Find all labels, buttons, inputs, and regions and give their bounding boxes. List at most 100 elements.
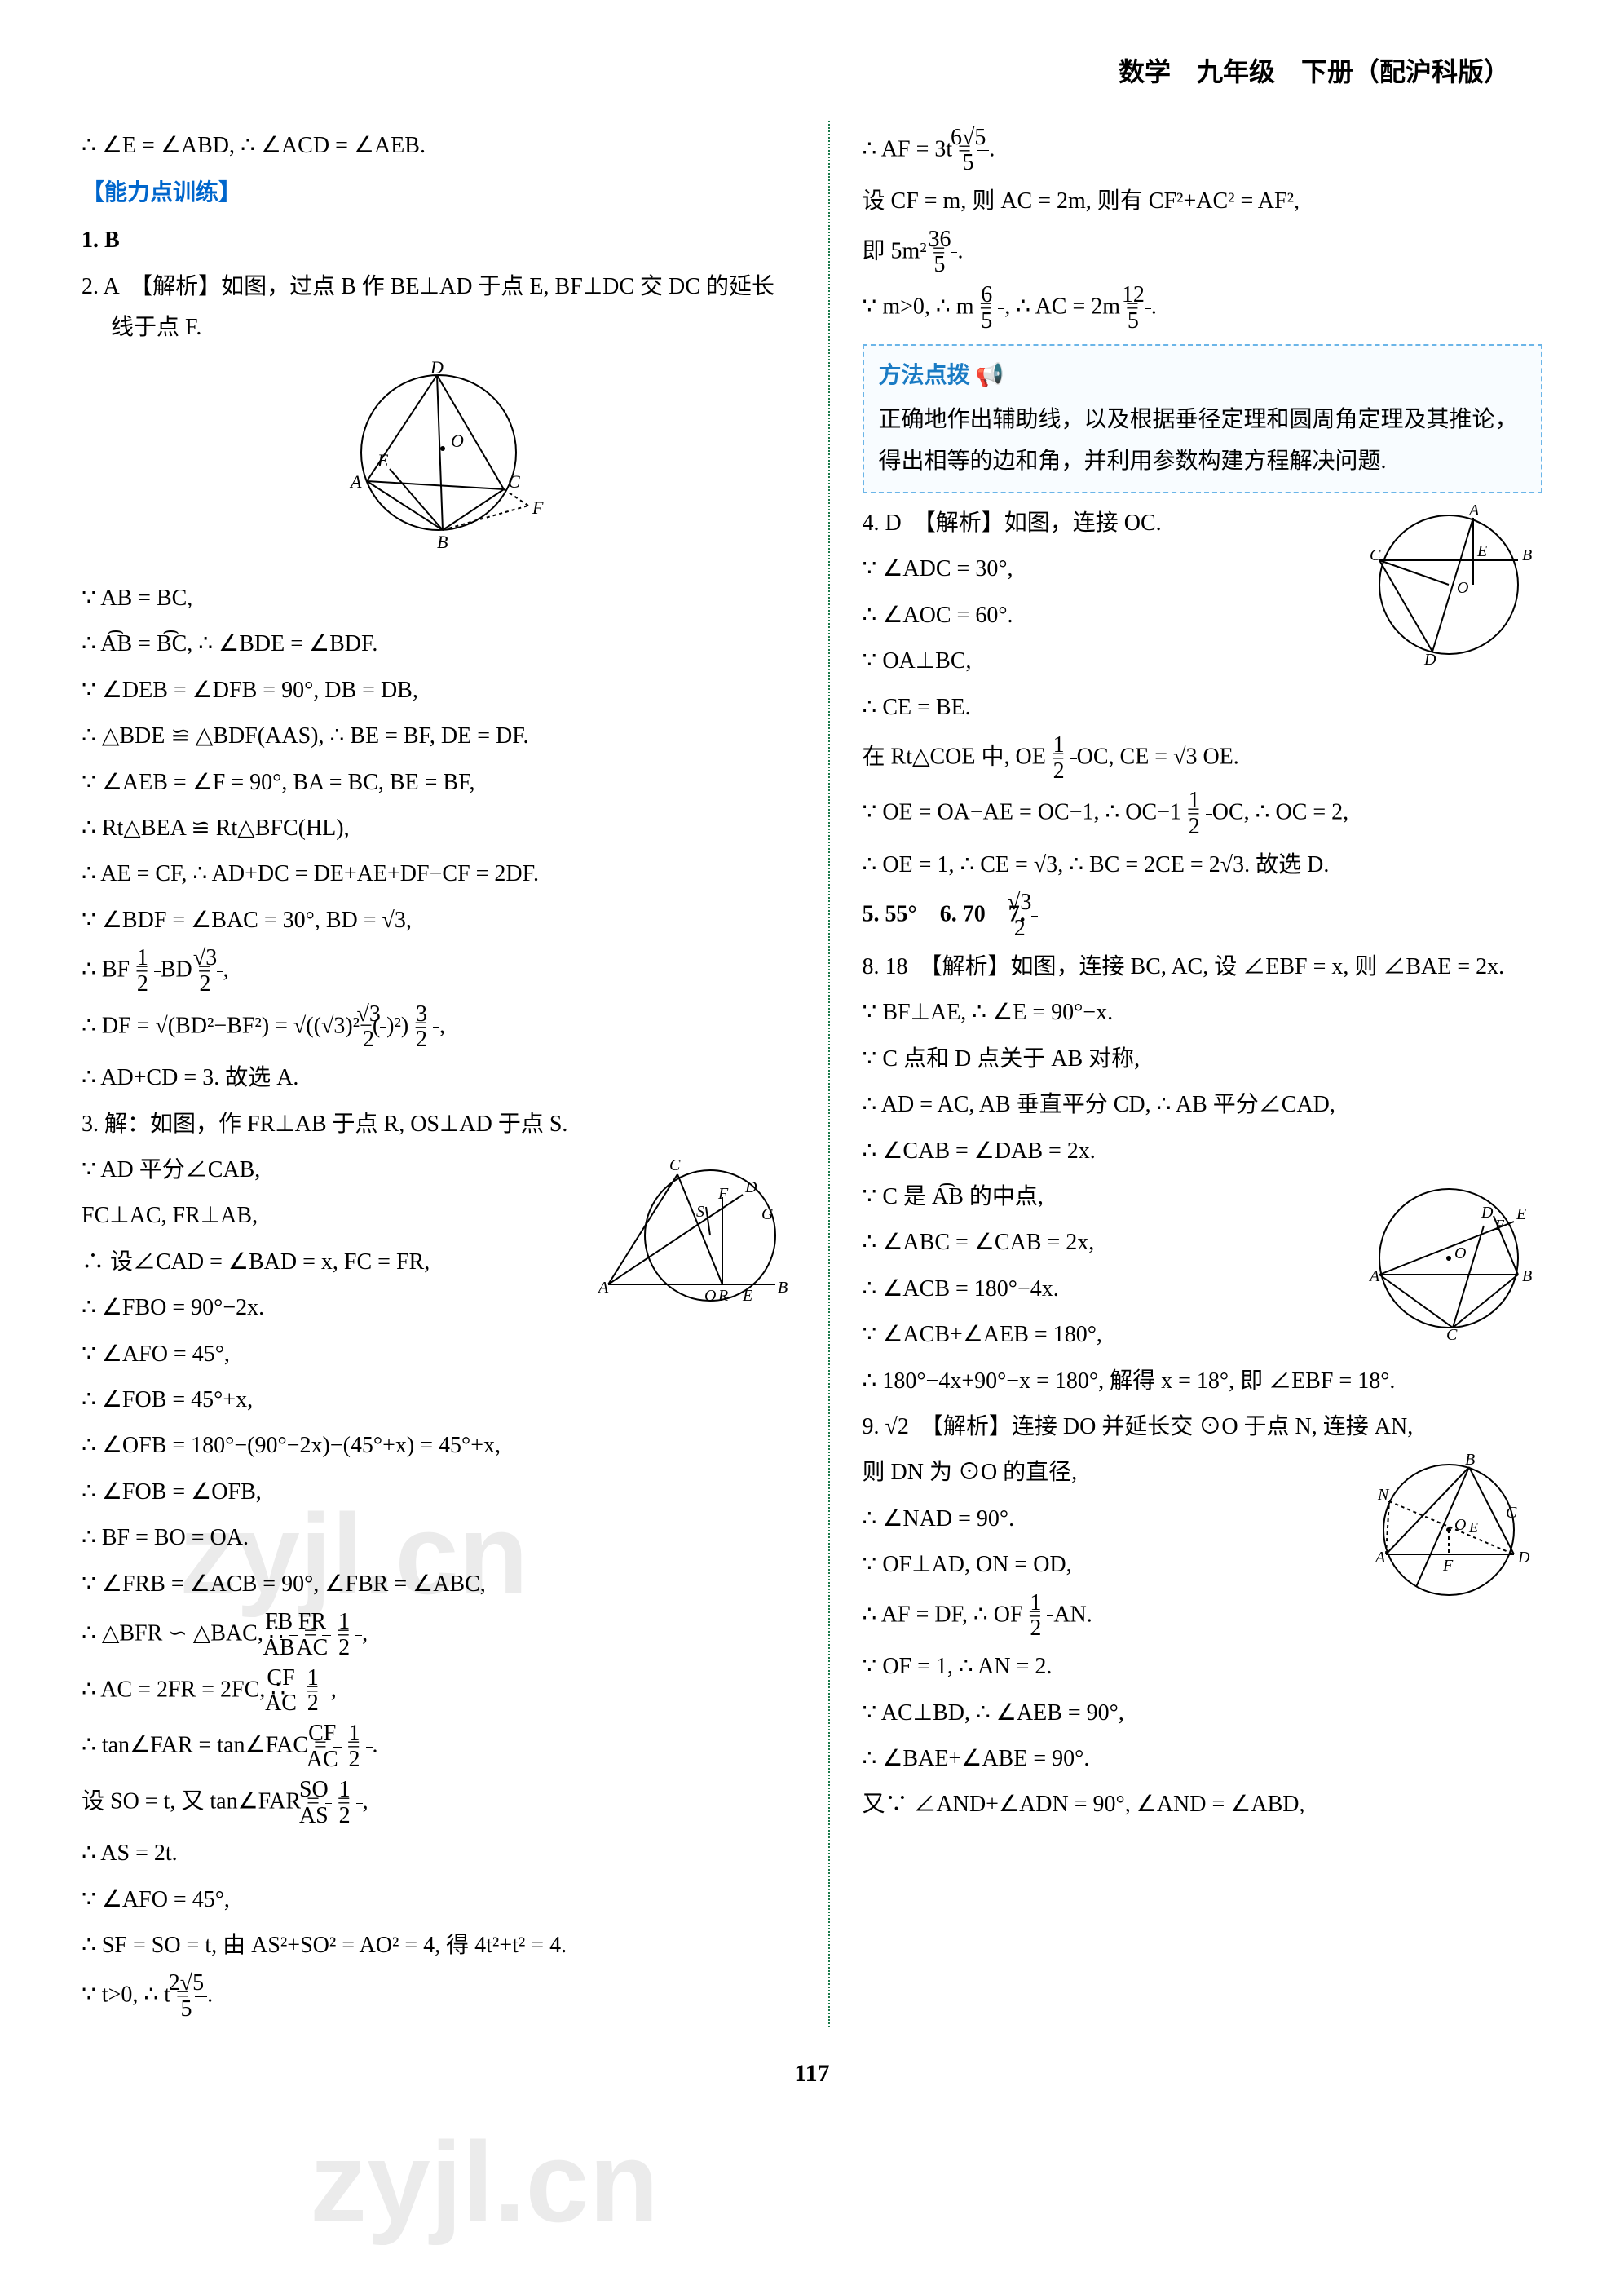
svg-text:G: G: [761, 1205, 774, 1223]
svg-text:A: A: [597, 1279, 609, 1297]
text-line: ∵ OE = OA−AE = OC−1, ∴ OC−1 = 12OC, ∴ OC…: [892, 789, 1542, 840]
text-line: ∴ AS = 2t.: [111, 1833, 796, 1874]
svg-text:B: B: [1522, 546, 1532, 564]
tip-title: 方法点拨 📢: [879, 356, 1526, 396]
svg-text:C: C: [1506, 1504, 1517, 1522]
text-line: ∵ ∠DEB = ∠DFB = 90°, DB = DB,: [111, 670, 796, 711]
text-line: ∴ △BDE ≌ △BDF(AAS), ∴ BE = BF, DE = DF.: [111, 716, 796, 757]
svg-text:E: E: [1468, 1519, 1478, 1536]
text-line: 设 CF = m, 则 AC = 2m, 则有 CF²+AC² = AF²,: [892, 181, 1542, 222]
svg-text:F: F: [532, 497, 544, 518]
content-columns: ∴ ∠E = ∠ABD, ∴ ∠ACD = ∠AEB. 【能力点训练】 1. B…: [82, 121, 1542, 2027]
text-line: ∵ AC⊥BD, ∴ ∠AEB = 90°,: [892, 1693, 1542, 1734]
answer-line: 3. 解：如图，作 FR⊥AB 于点 R, OS⊥AD 于点 S.: [111, 1104, 796, 1145]
figure-4: A B C D E F O: [1355, 1177, 1542, 1354]
svg-text:A: A: [349, 471, 362, 492]
answer-line: 1. B: [111, 220, 796, 261]
q-num: 1. B: [82, 228, 120, 253]
answer-line: 5. 55° 6. 70 7. √32: [892, 891, 1542, 942]
text-line: ∴ BF = BO = OA.: [111, 1518, 796, 1558]
text-line: ∴ Rt△BEA ≌ Rt△BFC(HL),: [111, 808, 796, 849]
svg-text:B: B: [778, 1279, 788, 1297]
text-line: ∴ tan∠FAR = tan∠FAC = CFAC = 12.: [111, 1721, 796, 1773]
text-line: ∵ t>0, ∴ t = 2√55.: [111, 1971, 796, 2022]
svg-text:D: D: [430, 359, 444, 378]
svg-text:C: C: [1370, 546, 1381, 564]
answer-line: 9. √2 【解析】连接 DO 并延长交 ⊙O 于点 N, 连接 AN,: [892, 1407, 1542, 1447]
text-line: ∴ △BFR ∽ △BAC, ∴ FBAB = FRAC = 12,: [111, 1610, 796, 1661]
figure-3: A C B E O D: [1355, 503, 1542, 680]
svg-text:C: C: [508, 471, 520, 492]
svg-text:R: R: [717, 1287, 728, 1305]
text-line: ∴ ∠FOB = 45°+x,: [111, 1380, 796, 1421]
svg-text:E: E: [1516, 1205, 1526, 1223]
text-line: 又∵ ∠AND+∠ADN = 90°, ∠AND = ∠ABD,: [892, 1784, 1542, 1825]
text-line: ∵ C 点和 D 点关于 AB 对称,: [892, 1039, 1542, 1080]
text-line: ∴ CE = BE.: [892, 687, 1542, 728]
text-line: ∴ AF = 3t = 6√55.: [892, 126, 1542, 177]
svg-text:O: O: [1454, 1516, 1466, 1534]
tip-body: 正确地作出辅助线，以及根据垂径定理和圆周角定理及其推论，得出相等的边和角，并利用…: [879, 400, 1526, 482]
text-line: ∴ ∠FOB = ∠OFB,: [111, 1472, 796, 1513]
text-line: ∴ BF = 12BD = √32,: [111, 946, 796, 997]
svg-text:F: F: [1442, 1557, 1454, 1575]
svg-text:E: E: [742, 1287, 752, 1305]
page-number: 117: [82, 2052, 1542, 2096]
svg-text:O: O: [704, 1287, 716, 1305]
text-line: 即 5m² = 365.: [892, 228, 1542, 279]
text-line: ∴ OE = 1, ∴ CE = √3, ∴ BC = 2CE = 2√3. 故…: [892, 845, 1542, 886]
tip-box: 方法点拨 📢 正确地作出辅助线，以及根据垂径定理和圆周角定理及其推论，得出相等的…: [863, 344, 1542, 493]
text-line: ∴ ∠OFB = 180°−(90°−2x)−(45°+x) = 45°+x,: [111, 1425, 796, 1466]
text-line: ∴ ∠E = ∠ABD, ∴ ∠ACD = ∠AEB.: [111, 126, 796, 166]
text-line: ∵ ∠AFO = 45°,: [111, 1334, 796, 1375]
svg-text:S: S: [696, 1203, 704, 1221]
figure-5: A B C D N O F E: [1355, 1452, 1542, 1621]
text-line: ∵ ∠AEB = ∠F = 90°, BA = BC, BE = BF,: [111, 762, 796, 803]
svg-text:F: F: [1494, 1217, 1505, 1233]
text-line: ∴ 180°−4x+90°−x = 180°, 解得 x = 18°, 即 ∠E…: [892, 1361, 1542, 1402]
text-line: ∴ A͡B = B͡C, ∴ ∠BDE = ∠BDF.: [111, 624, 796, 665]
text-line: ∵ ∠FRB = ∠ACB = 90°, ∠FBR = ∠ABC,: [111, 1564, 796, 1605]
text-line: ∴ ∠BAE+∠ABE = 90°.: [892, 1739, 1542, 1779]
text-line: ∵ OF = 1, ∴ AN = 2.: [892, 1646, 1542, 1687]
svg-text:D: D: [1517, 1549, 1530, 1567]
svg-text:O: O: [1454, 1244, 1466, 1262]
svg-text:D: D: [1481, 1204, 1494, 1222]
figure-1: O D A C B E F: [82, 359, 796, 568]
text-line: ∵ BF⊥AE, ∴ ∠E = 90°−x.: [892, 992, 1542, 1033]
text-line: ∴ AD+CD = 3. 故选 A.: [111, 1058, 796, 1098]
svg-text:B: B: [1465, 1452, 1475, 1469]
text-line: ∴ AE = CF, ∴ AD+DC = DE+AE+DF−CF = 2DF.: [111, 854, 796, 895]
left-column: ∴ ∠E = ∠ABD, ∴ ∠ACD = ∠AEB. 【能力点训练】 1. B…: [82, 121, 796, 2027]
watermark: zyjl.cn: [310, 2079, 659, 2285]
text-line: ∵ ∠AFO = 45°,: [111, 1880, 796, 1920]
svg-text:F: F: [717, 1185, 729, 1203]
right-column: ∴ AF = 3t = 6√55. 设 CF = m, 则 AC = 2m, 则…: [828, 121, 1542, 2027]
answer-line: 2. A 【解析】如图，过点 B 作 BE⊥AD 于点 E, BF⊥DC 交 D…: [111, 267, 796, 349]
svg-text:D: D: [744, 1178, 757, 1196]
svg-text:E: E: [377, 450, 389, 471]
svg-text:A: A: [1368, 1267, 1380, 1285]
answer-line: 8. 18 【解析】如图，连接 BC, AC, 设 ∠EBF = x, 则 ∠B…: [892, 947, 1542, 988]
svg-text:E: E: [1476, 542, 1487, 560]
text-line: ∴ ∠CAB = ∠DAB = 2x.: [892, 1131, 1542, 1172]
svg-text:O: O: [451, 431, 464, 451]
svg-text:D: D: [1423, 651, 1436, 666]
svg-text:B: B: [1522, 1267, 1532, 1285]
svg-text:C: C: [1446, 1326, 1458, 1340]
section-title: 【能力点训练】: [82, 173, 796, 214]
text-line: ∵ ∠BDF = ∠BAC = 30°, BD = √3,: [111, 900, 796, 941]
svg-text:A: A: [1467, 503, 1480, 519]
text-line: ∵ AB = BC,: [111, 578, 796, 619]
text-line: ∴ AD = AC, AB 垂直平分 CD, ∴ AB 平分∠CAD,: [892, 1085, 1542, 1125]
svg-text:C: C: [669, 1156, 681, 1174]
text-line: 设 SO = t, 又 tan∠FAR = SOAS = 12,: [111, 1778, 796, 1829]
text-line: 在 Rt△COE 中, OE = 12OC, CE = √3 OE.: [892, 733, 1542, 785]
text-line: ∴ AC = 2FR = 2FC, ∴ CFAC = 12,: [111, 1666, 796, 1717]
text-line: ∴ SF = SO = t, 由 AS²+SO² = AO² = 4, 得 4t…: [111, 1925, 796, 1966]
page-header: 数学 九年级 下册（配沪科版）: [82, 49, 1542, 96]
text-line: ∵ m>0, ∴ m = 65, ∴ AC = 2m = 125.: [892, 283, 1542, 334]
svg-text:B: B: [437, 532, 448, 552]
svg-text:A: A: [1374, 1549, 1386, 1567]
svg-text:N: N: [1377, 1486, 1390, 1504]
